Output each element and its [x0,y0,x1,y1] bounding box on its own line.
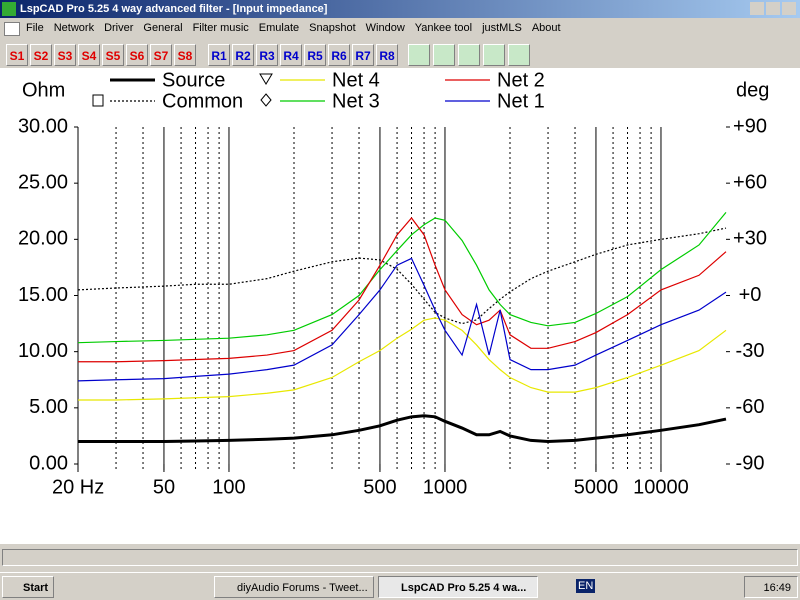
sim-button[interactable]: S3 [54,44,76,66]
tool-icon[interactable] [483,44,505,66]
sim-button[interactable]: S1 [6,44,28,66]
ref-button[interactable]: R3 [256,44,278,66]
y2-tick-label: +90 [733,115,767,137]
legend-label: Net 4 [332,69,380,91]
tool-icon[interactable] [408,44,430,66]
series-line [77,211,727,344]
sim-button[interactable]: S2 [30,44,52,66]
marker-symbol [92,94,104,107]
task-button[interactable]: diyAudio Forums - Tweet... [214,576,374,598]
menu-item[interactable]: Window [365,22,405,34]
ref-button[interactable]: R4 [280,44,302,66]
window-title: LspCAD Pro 5.25 4 way advanced filter - … [20,3,328,15]
legend-label: Common [162,90,243,112]
chart-background [0,68,800,544]
marker-symbol [260,93,272,107]
language-indicator[interactable]: EN [576,579,596,593]
ref-button[interactable]: R7 [352,44,374,66]
y-tick-label: 0.00 [29,452,68,474]
series-line [77,227,727,325]
series-line [78,414,727,444]
ref-button[interactable]: R2 [232,44,254,66]
ref-button[interactable]: R8 [376,44,398,66]
window-controls [748,2,796,21]
status-bar [2,549,798,566]
menu-item[interactable]: justMLS [482,22,522,34]
start-button[interactable]: Start [2,576,54,598]
y-tick-label: 30.00 [18,115,68,137]
chart: Ohm deg 20 Hz 50 100 500 1000 5000 10000 30.00 2… [0,68,800,544]
y-tick-label: 5.00 [29,396,68,418]
title-bar: LspCAD Pro 5.25 4 way advanced filter - … [0,0,800,18]
sim-button[interactable]: S6 [126,44,148,66]
y2-tick-label: +60 [733,171,767,193]
ref-button[interactable]: R6 [328,44,350,66]
minimize-button[interactable] [750,2,764,15]
menu-item[interactable]: Emulate [258,22,300,34]
y2-tick-label: -90 [736,452,765,474]
series-line [77,257,727,382]
sim-button[interactable]: S8 [174,44,196,66]
y2-axis-label: deg [736,79,769,101]
menu-item[interactable]: Network [53,22,95,34]
menu-item[interactable]: General [143,22,183,34]
menu-item[interactable]: Filter music [192,22,249,34]
maximize-button[interactable] [766,2,780,15]
y2-tick-label: -30 [736,340,765,362]
close-button[interactable] [782,2,796,15]
tool-icon[interactable] [508,44,530,66]
x-tick-label: 10000 [633,476,689,498]
menu-item[interactable]: About [531,22,561,34]
series-line [78,217,727,363]
x-tick-label: 20 Hz [52,476,104,498]
legend-label: Net 2 [497,69,545,91]
menu-item[interactable]: File [26,22,44,34]
legend-label: Net 3 [332,90,380,112]
x-tick-label: 500 [363,476,396,498]
y2-tick-label: -60 [736,396,765,418]
y-tick-label: 20.00 [18,228,68,250]
x-tick-label: 1000 [423,476,468,498]
doc-icon [4,22,20,36]
menu-item[interactable]: Snapshot [309,22,356,34]
sim-button[interactable]: S7 [150,44,172,66]
tool-icon[interactable] [458,44,480,66]
y-tick-label: 25.00 [18,171,68,193]
tool-icon[interactable] [433,44,455,66]
legend-label: Net 1 [497,90,545,112]
clock: 16:49 [744,576,798,598]
sim-button[interactable]: S5 [102,44,124,66]
menu-item[interactable]: Driver [104,22,134,34]
x-tick-label: 5000 [574,476,619,498]
y2-tick-label: +30 [733,228,767,250]
menu-item[interactable]: Yankee tool [414,22,473,34]
x-tick-label: 100 [212,476,245,498]
taskbar: Start diyAudio Forums - Tweet... LspCAD … [0,572,800,600]
ref-button[interactable]: R5 [304,44,326,66]
y-tick-label: 10.00 [18,340,68,362]
sim-button[interactable]: S4 [78,44,100,66]
x-tick-label: 50 [153,476,175,498]
legend-label: Source [162,69,225,91]
app-icon [2,2,16,16]
ref-button[interactable]: R1 [208,44,230,66]
marker-symbol [259,73,273,85]
y2-tick-label: +0 [739,284,762,306]
menu-bar: File Network Driver General Filter music Emul… [0,19,800,38]
y-axis-label: Ohm [22,79,65,101]
y-tick-label: 15.00 [18,284,68,306]
task-button[interactable]: LspCAD Pro 5.25 4 wa... [378,576,538,598]
